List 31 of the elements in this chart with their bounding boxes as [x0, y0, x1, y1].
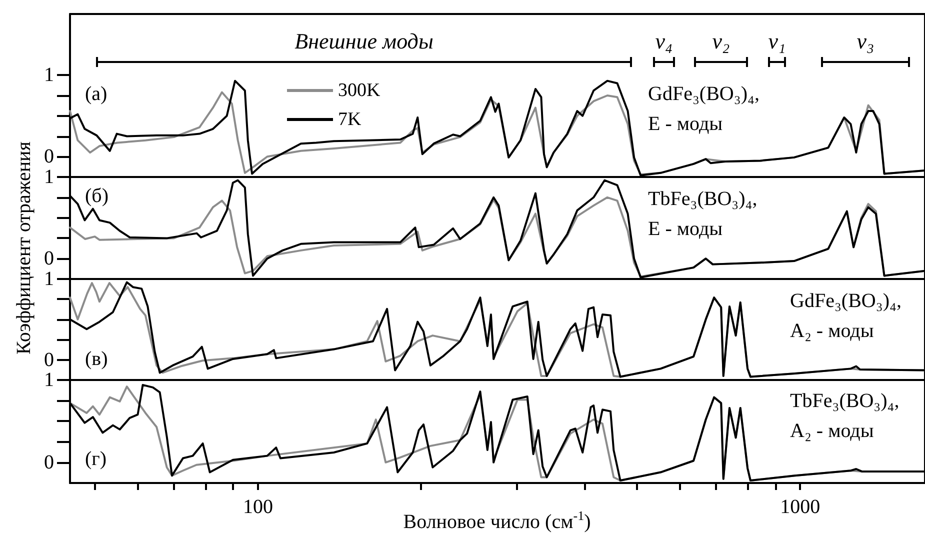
x-tick-label: 100 [242, 496, 273, 518]
annotation: ν₁ [768, 28, 786, 54]
annotation: GdFe₃(BO₃)₄, [648, 83, 760, 105]
y-tick-label: 0 [44, 146, 54, 168]
y-tick-label: 1 [44, 166, 54, 188]
annotation: E - моды [648, 218, 723, 240]
annotation: (г) [85, 448, 107, 470]
annotation: A₂ - моды [790, 420, 874, 442]
annotation: ν₂ [712, 28, 730, 54]
annotation: ν₄ [655, 28, 673, 54]
annotation: TbFe₃(BO₃)₄, [790, 390, 900, 412]
y-tick-label: 1 [44, 268, 54, 290]
x-tick-label: 1000 [780, 496, 820, 518]
x-axis-title: Волновое число (см$^{-1}$) [403, 508, 591, 533]
annotation: Внешние моды [294, 28, 434, 54]
annotation: A₂ - моды [790, 320, 874, 342]
legend-label: 7K [338, 109, 362, 130]
annotation: TbFe₃(BO₃)₄, [648, 188, 758, 210]
y-tick-label: 0 [44, 348, 54, 371]
annotation: GdFe₃(BO₃)₄, [790, 290, 902, 312]
annotation: (а) [85, 83, 108, 105]
annotation: (б) [85, 185, 108, 207]
annotation: ν₃ [856, 28, 874, 54]
legend-label: 300K [338, 80, 380, 101]
y-tick-label: 1 [44, 369, 54, 391]
annotation: (в) [85, 348, 108, 370]
y-tick-label: 0 [44, 451, 54, 474]
annotation: E - моды [648, 113, 723, 135]
y-tick-label: 0 [44, 248, 54, 270]
y-axis-title: Коэффициент отражения [13, 142, 35, 354]
y-tick-label: 1 [44, 64, 54, 86]
